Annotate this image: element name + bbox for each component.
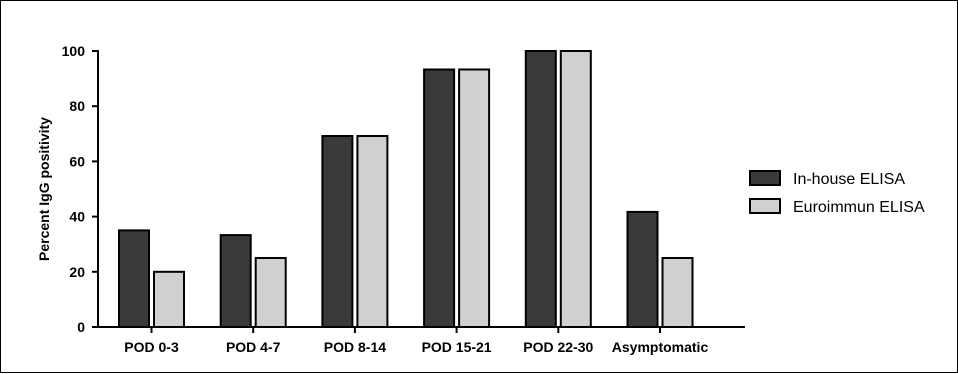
x-category-label: POD 22-30 [523,339,593,355]
bars [118,50,694,329]
bar [153,270,185,328]
x-category-label: POD 0-3 [124,339,179,355]
x-category-label: Asymptomatic [612,339,709,355]
bar [524,50,557,328]
legend-label: Euroimmun ELISA [793,199,925,216]
bar [254,257,287,328]
y-tick-label: 100 [62,43,86,59]
bar [458,68,491,328]
bar [219,234,252,328]
x-category-label: POD 8-14 [324,339,386,355]
bar [423,68,456,328]
y-tick-label: 80 [69,98,85,114]
y-tick-label: 60 [69,153,85,169]
bar [356,135,389,328]
legend-swatch [749,170,781,186]
y-tick-label: 40 [69,209,85,225]
y-tick-label: 0 [77,319,85,335]
x-category-label: POD 4-7 [226,339,281,355]
y-axis-ticks: 0 20 40 60 80 100 [62,43,98,335]
bar [626,210,659,329]
bar [559,50,592,328]
legend-swatch [749,198,781,214]
y-axis-title: Percent IgG positivity [36,117,52,261]
bar [118,229,150,328]
legend-label: In-house ELISA [793,171,905,188]
y-tick-label: 20 [69,264,85,280]
x-category-label: POD 15-21 [422,339,492,355]
legend: In-house ELISA Euroimmun ELISA [749,170,925,216]
bar [321,135,354,328]
bar [661,257,694,328]
x-axis-categories: POD 0-3 POD 4-7 POD 8-14 POD 15-21 POD 22-30… [124,327,708,355]
